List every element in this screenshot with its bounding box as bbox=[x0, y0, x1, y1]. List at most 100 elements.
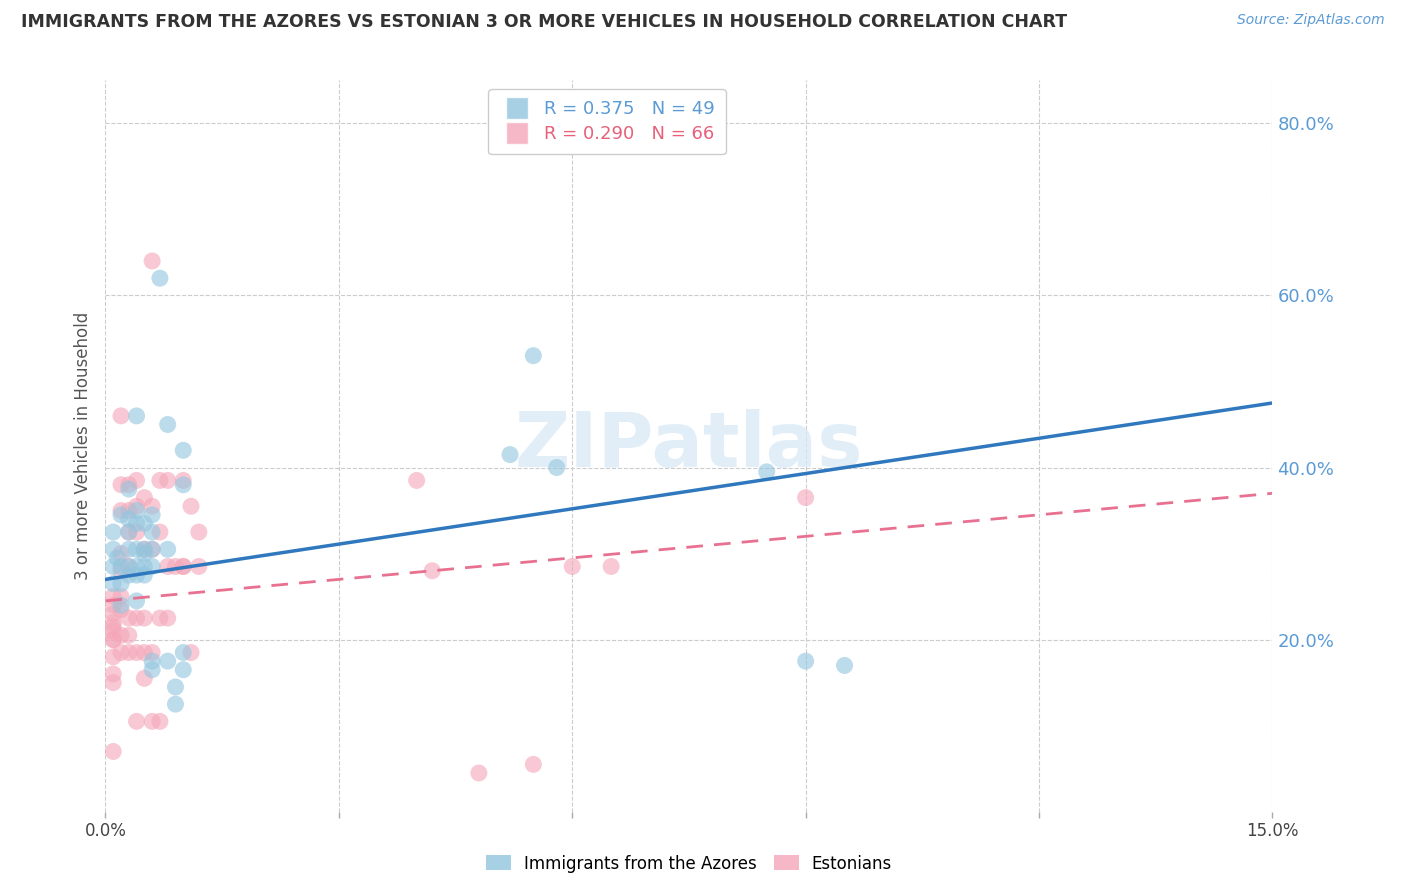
Point bbox=[141, 500, 163, 514]
Point bbox=[156, 654, 179, 668]
Point bbox=[468, 766, 491, 780]
Point bbox=[110, 477, 132, 491]
Point bbox=[103, 632, 125, 647]
Text: Source: ZipAtlas.com: Source: ZipAtlas.com bbox=[1237, 13, 1385, 28]
Point bbox=[156, 417, 179, 432]
Point bbox=[149, 524, 172, 539]
Point bbox=[110, 508, 132, 522]
Point bbox=[794, 491, 817, 505]
Point bbox=[118, 503, 141, 517]
Point bbox=[546, 460, 568, 475]
Point bbox=[103, 542, 125, 557]
Point bbox=[125, 474, 148, 488]
Point bbox=[103, 524, 125, 539]
Point bbox=[180, 646, 202, 660]
Point bbox=[156, 559, 179, 574]
Point bbox=[405, 474, 427, 488]
Point bbox=[141, 524, 163, 539]
Point bbox=[172, 559, 194, 574]
Point bbox=[141, 654, 163, 668]
Point bbox=[134, 542, 156, 557]
Point bbox=[172, 443, 194, 458]
Point bbox=[125, 559, 148, 574]
Point bbox=[134, 671, 156, 685]
Point bbox=[172, 646, 194, 660]
Point bbox=[172, 474, 194, 488]
Point bbox=[561, 559, 583, 574]
Point bbox=[110, 628, 132, 642]
Point bbox=[103, 576, 125, 591]
Point bbox=[156, 474, 179, 488]
Point bbox=[172, 663, 194, 677]
Point bbox=[110, 409, 132, 423]
Point bbox=[110, 576, 132, 591]
Point bbox=[105, 550, 128, 565]
Point bbox=[134, 559, 156, 574]
Point bbox=[755, 465, 778, 479]
Point bbox=[172, 477, 194, 491]
Legend: Immigrants from the Azores, Estonians: Immigrants from the Azores, Estonians bbox=[479, 848, 898, 880]
Point bbox=[141, 559, 163, 574]
Point bbox=[499, 448, 522, 462]
Point bbox=[103, 649, 125, 664]
Point bbox=[125, 516, 148, 531]
Point bbox=[110, 598, 132, 612]
Point bbox=[110, 564, 132, 578]
Point bbox=[118, 559, 141, 574]
Point bbox=[110, 590, 132, 604]
Point bbox=[134, 516, 156, 531]
Point bbox=[794, 654, 817, 668]
Point bbox=[156, 611, 179, 625]
Point bbox=[103, 607, 125, 621]
Text: ZIPatlas: ZIPatlas bbox=[515, 409, 863, 483]
Point bbox=[125, 542, 148, 557]
Point bbox=[103, 559, 125, 574]
Point bbox=[134, 542, 156, 557]
Point bbox=[103, 590, 125, 604]
Point bbox=[141, 646, 163, 660]
Point bbox=[118, 568, 141, 582]
Y-axis label: 3 or more Vehicles in Household: 3 or more Vehicles in Household bbox=[75, 312, 93, 580]
Point bbox=[125, 503, 148, 517]
Point bbox=[125, 500, 148, 514]
Point bbox=[141, 714, 163, 729]
Point bbox=[180, 500, 202, 514]
Point bbox=[149, 474, 172, 488]
Point bbox=[118, 559, 141, 574]
Point bbox=[165, 559, 187, 574]
Point bbox=[165, 680, 187, 694]
Point bbox=[149, 611, 172, 625]
Point bbox=[141, 542, 163, 557]
Point bbox=[187, 524, 209, 539]
Point bbox=[134, 646, 156, 660]
Point bbox=[125, 594, 148, 608]
Point bbox=[110, 602, 132, 616]
Point bbox=[103, 675, 125, 690]
Point bbox=[118, 512, 141, 526]
Point bbox=[125, 611, 148, 625]
Point bbox=[420, 564, 443, 578]
Point bbox=[149, 271, 172, 285]
Point bbox=[118, 542, 141, 557]
Point bbox=[125, 568, 148, 582]
Point bbox=[125, 409, 148, 423]
Legend: R = 0.375   N = 49, R = 0.290   N = 66: R = 0.375 N = 49, R = 0.290 N = 66 bbox=[488, 89, 725, 154]
Point bbox=[600, 559, 623, 574]
Point bbox=[141, 663, 163, 677]
Point bbox=[110, 559, 132, 574]
Point bbox=[118, 628, 141, 642]
Point bbox=[834, 658, 856, 673]
Text: IMMIGRANTS FROM THE AZORES VS ESTONIAN 3 OR MORE VEHICLES IN HOUSEHOLD CORRELATI: IMMIGRANTS FROM THE AZORES VS ESTONIAN 3… bbox=[21, 13, 1067, 31]
Point bbox=[103, 624, 125, 638]
Point bbox=[103, 632, 125, 647]
Point bbox=[134, 547, 156, 561]
Point bbox=[134, 491, 156, 505]
Point bbox=[110, 547, 132, 561]
Point bbox=[125, 646, 148, 660]
Point bbox=[118, 524, 141, 539]
Point bbox=[110, 646, 132, 660]
Point bbox=[165, 697, 187, 711]
Point bbox=[156, 542, 179, 557]
Point bbox=[118, 477, 141, 491]
Point bbox=[103, 615, 125, 630]
